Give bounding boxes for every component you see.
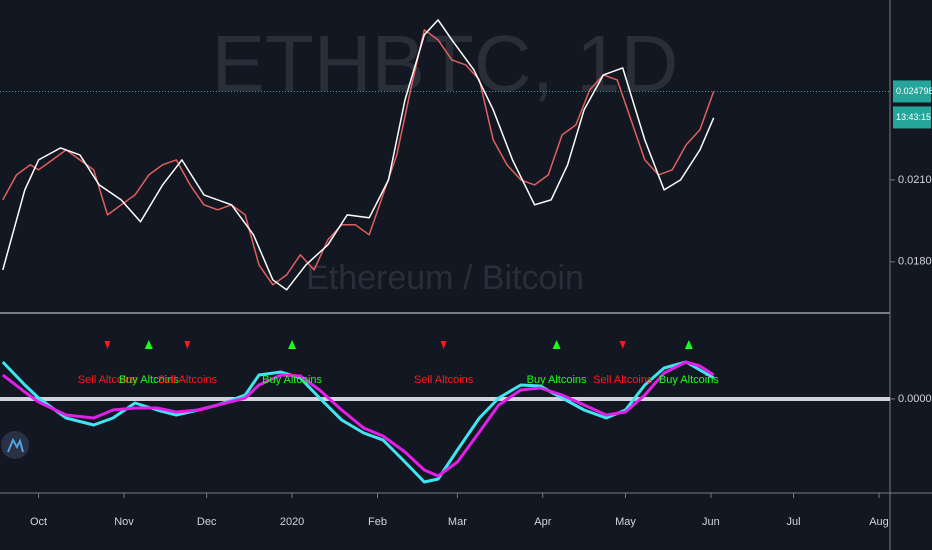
signal-label: Sell Altcoins [414,374,474,386]
x-tick-label: Aug [869,516,889,528]
signal-label: Buy Altcoins [659,374,719,386]
signal-arrow [144,340,153,349]
signal-arrow [104,341,111,349]
y-tick-label: 0.000000 [898,393,932,405]
signal-arrow [684,340,693,349]
x-tick-label: May [615,516,636,528]
x-tick-label: Apr [534,516,551,528]
signal-arrow [552,340,561,349]
x-tick-label: Jul [787,516,801,528]
x-tick-label: Mar [448,516,467,528]
signal-label: Buy Altcoins [262,374,322,386]
series-line [2,19,715,291]
logo [1,431,29,459]
y-tick-label: 0.018000 [898,256,932,268]
last-price-label: 0.024798 [896,86,932,96]
series-line [1,360,715,478]
signal-label: Buy Altcoins [119,374,179,386]
signal-arrow [184,341,191,349]
countdown: 13:43:15 [896,112,931,122]
x-tick-label: 2020 [280,516,304,528]
signal-arrow [288,340,297,349]
signal-arrow [440,341,447,349]
x-tick-label: Nov [114,516,134,528]
signal-label: Sell Altcoins [158,374,218,386]
x-tick-label: Jun [702,516,720,528]
series-line [1,360,715,484]
signal-arrow [619,341,626,349]
series-line [2,29,715,286]
watermark: ETHBTC, 1D [212,19,679,108]
x-tick-label: Oct [30,516,47,528]
countdown-badge [893,106,931,129]
signal-label: Buy Altcoins [527,374,587,386]
signal-label: Sell Altcoins [593,374,653,386]
signal-label: Sell Altcoins [78,374,138,386]
x-tick-label: Feb [368,516,387,528]
y-tick-label: 0.021000 [898,174,932,186]
last-price-badge [893,80,931,103]
watermark-subtitle: Ethereum / Bitcoin [306,259,584,297]
x-tick-label: Dec [197,516,217,528]
